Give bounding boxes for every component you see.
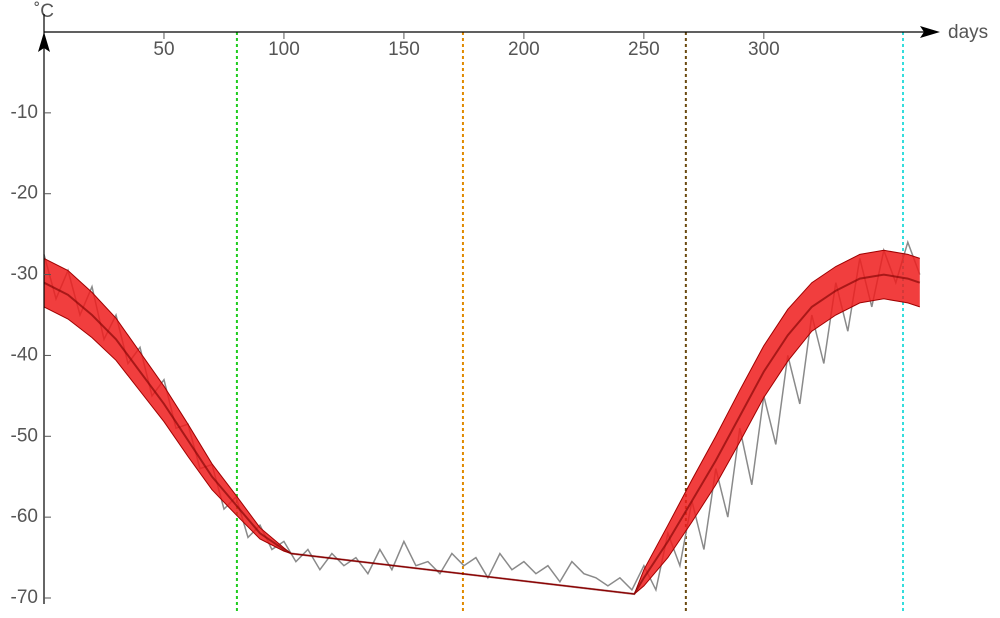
y-tick-label: -50 [11, 425, 38, 446]
y-tick-label: -70 [11, 587, 38, 608]
y-tick-label: -60 [11, 506, 38, 527]
x-tick-label: 50 [153, 39, 174, 60]
band-upper [43, 249, 920, 595]
x-axis-arrow [920, 26, 940, 38]
band-lower [43, 298, 920, 595]
band-center [43, 273, 921, 596]
x-tick-label: 300 [748, 39, 780, 60]
x-tick-label: 100 [268, 39, 300, 60]
y-axis-arrow [38, 32, 50, 52]
x-tick-label: 150 [388, 39, 420, 60]
x-axis-label: days [948, 22, 988, 43]
band-fill [44, 250, 920, 595]
x-tick-label: 250 [628, 39, 660, 60]
y-axis-label: ˚C [34, 1, 54, 22]
y-tick-label: -30 [11, 264, 38, 285]
x-tick-label: 200 [508, 39, 540, 60]
y-tick-label: -20 [11, 183, 38, 204]
y-tick-label: -40 [11, 344, 38, 365]
y-tick-label: -10 [11, 102, 38, 123]
